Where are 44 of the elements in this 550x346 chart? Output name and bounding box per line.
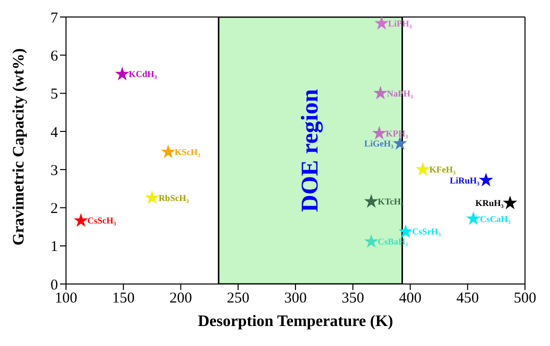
series-label: CsScH₃: [87, 216, 116, 226]
x-tick-label: 150: [112, 290, 135, 307]
x-tick-label: 100: [54, 290, 78, 307]
point: [372, 126, 386, 140]
series-label: RbScH₃: [158, 192, 190, 203]
series-label: CsCaH₃: [480, 214, 511, 224]
x-tick-label: 350: [342, 290, 364, 307]
x-tick-label: 400: [399, 290, 422, 307]
series-label: KRuH₃: [475, 198, 504, 208]
series-label: LiGeH₃: [364, 138, 394, 149]
y-tick-label: 5: [50, 86, 58, 103]
point: [364, 234, 378, 248]
point: [160, 144, 176, 158]
point: [115, 66, 130, 80]
series-label: KFeH₃: [429, 164, 456, 175]
y-tick-label: 7: [50, 10, 58, 26]
x-tick-label: 300: [284, 290, 307, 307]
point: [416, 162, 430, 176]
point: [373, 86, 388, 100]
point: [502, 196, 518, 210]
series-label: CsSrH₃: [412, 226, 442, 237]
series-label: LiRuH₃: [450, 175, 480, 186]
band-label: DOE region: [297, 89, 324, 212]
y-tick-label: 3: [50, 162, 58, 179]
point: [364, 194, 378, 208]
x-tick-label: 200: [170, 290, 192, 307]
y-tick-label: 4: [50, 124, 58, 141]
series-label: KScH₃: [174, 147, 201, 158]
point: [466, 211, 481, 225]
y-axis-title: Gravimetric Capacity (wt%): [10, 48, 28, 246]
point: [374, 17, 389, 30]
x-tick-label: 500: [514, 290, 536, 307]
x-axis-title: Desorption Temperature (K): [198, 313, 394, 330]
y-tick-label: 0: [50, 277, 58, 294]
point: [74, 213, 88, 227]
point: [478, 172, 494, 186]
x-tick-label: 450: [456, 290, 479, 307]
point: [144, 190, 160, 204]
y-tick-label: 1: [50, 239, 58, 256]
point: [398, 224, 413, 238]
x-tick-label: 250: [226, 290, 250, 307]
y-tick-label: 6: [50, 48, 58, 64]
series-label: KCdH₃: [128, 69, 158, 80]
y-tick-label: 2: [50, 201, 58, 218]
